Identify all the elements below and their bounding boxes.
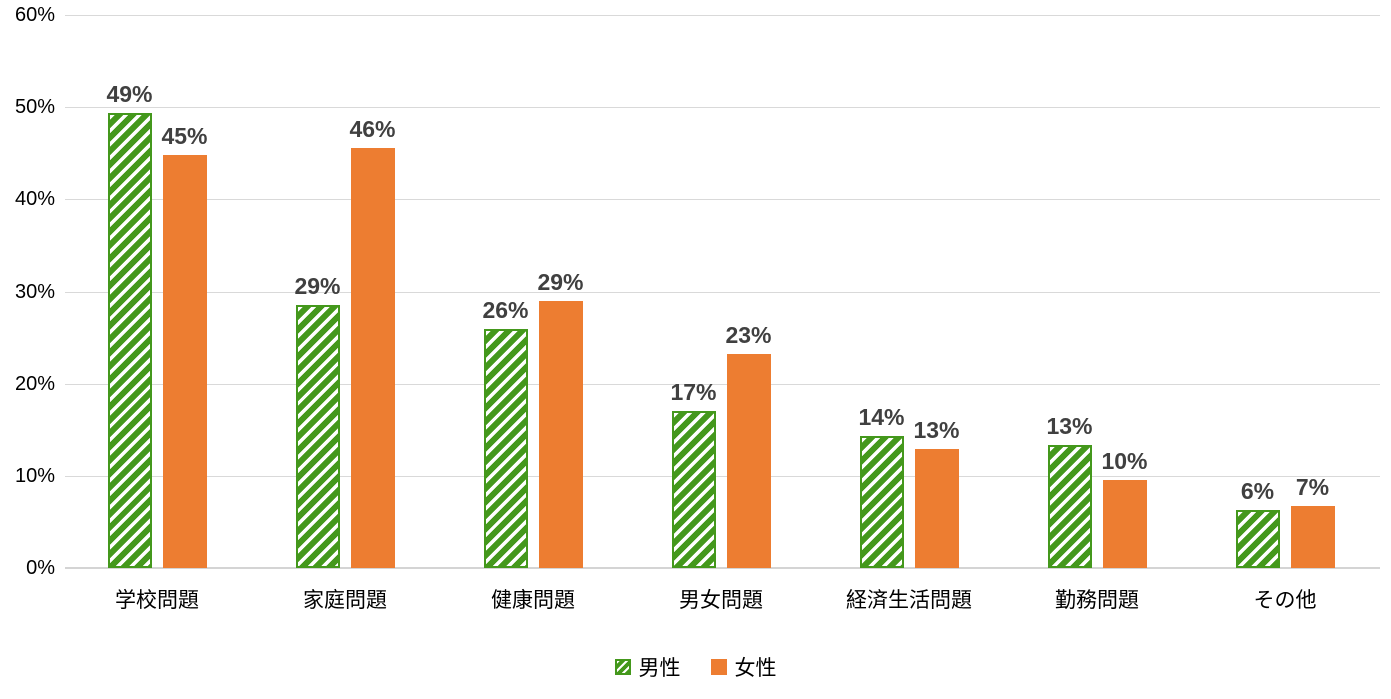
- value-label-male-3: 17%: [670, 379, 717, 406]
- gridline-30: [65, 291, 1380, 293]
- bar-male-0: [107, 112, 152, 568]
- value-label-female-1: 46%: [349, 115, 396, 142]
- value-label-male-6: 6%: [1240, 477, 1275, 504]
- legend-item-female: 女性: [710, 652, 777, 682]
- bar-female-4: [914, 449, 959, 568]
- category-label-4: 経済生活問題: [846, 589, 972, 612]
- category-label-2: 健康問題: [491, 589, 575, 612]
- bar-female-5: [1102, 480, 1147, 568]
- category-label-5: 勤務問題: [1055, 589, 1139, 612]
- bar-male-4: [859, 436, 904, 568]
- legend-item-male: 男性: [614, 652, 681, 682]
- gridline-20: [65, 383, 1380, 385]
- bar-male-5: [1047, 444, 1092, 568]
- legend-label-male: 男性: [638, 657, 681, 680]
- category-label-6: その他: [1253, 589, 1317, 612]
- value-label-male-4: 14%: [858, 404, 905, 431]
- value-label-male-1: 29%: [294, 273, 341, 300]
- plot-area: 49% 45% 29% 46% 26% 29% 17% 23% 14% 13% 13% 10% 6% 7%: [65, 15, 1380, 569]
- y-tick-label-20: 20%: [14, 372, 55, 395]
- bar-female-6: [1290, 506, 1335, 568]
- bar-male-3: [671, 411, 716, 568]
- y-tick-label-60: 60%: [14, 4, 55, 26]
- value-label-female-6: 7%: [1295, 474, 1330, 501]
- legend: 男性 女性: [0, 652, 1391, 682]
- legend-label-female: 女性: [734, 657, 777, 680]
- value-label-male-2: 26%: [482, 297, 529, 324]
- bar-female-2: [538, 300, 583, 568]
- bar-female-3: [726, 354, 771, 568]
- value-label-female-2: 29%: [537, 268, 584, 295]
- category-label-3: 男女問題: [679, 589, 763, 612]
- gridline-50: [65, 107, 1380, 109]
- y-tick-label-40: 40%: [14, 188, 55, 211]
- x-axis-line: [65, 567, 1380, 569]
- value-label-male-5: 13%: [1046, 412, 1093, 439]
- value-label-female-5: 10%: [1101, 448, 1148, 475]
- y-tick-label-30: 30%: [14, 280, 55, 303]
- gridline-40: [65, 199, 1380, 201]
- value-label-female-3: 23%: [725, 322, 772, 349]
- bar-female-0: [162, 155, 207, 568]
- bar-male-2: [483, 329, 528, 568]
- value-label-male-0: 49%: [106, 80, 153, 107]
- bar-female-1: [350, 147, 395, 568]
- female-series-swatch-icon: [710, 659, 727, 675]
- gridline-60: [65, 15, 1380, 16]
- value-label-female-4: 13%: [913, 417, 960, 444]
- category-label-0: 学校問題: [115, 589, 199, 612]
- category-label-1: 家庭問題: [303, 589, 387, 612]
- bar-male-6: [1235, 509, 1280, 568]
- y-tick-label-0: 0%: [26, 557, 55, 579]
- gridline-10: [65, 475, 1380, 477]
- value-label-female-0: 45%: [161, 123, 208, 150]
- y-tick-label-10: 10%: [14, 464, 55, 487]
- male-series-swatch-icon: [614, 659, 631, 675]
- y-tick-label-50: 50%: [14, 96, 55, 119]
- bar-male-1: [295, 305, 340, 568]
